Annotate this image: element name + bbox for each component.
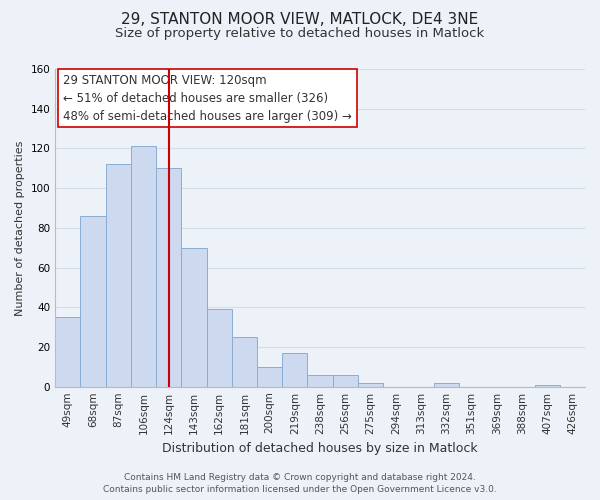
Bar [181, 248, 206, 386]
Bar [131, 146, 156, 386]
Bar [282, 353, 307, 386]
Bar [106, 164, 131, 386]
X-axis label: Distribution of detached houses by size in Matlock: Distribution of detached houses by size … [162, 442, 478, 455]
Bar [55, 317, 80, 386]
Bar [358, 382, 383, 386]
Bar [80, 216, 106, 386]
Text: Size of property relative to detached houses in Matlock: Size of property relative to detached ho… [115, 28, 485, 40]
Bar [206, 309, 232, 386]
Bar [307, 375, 332, 386]
Text: Contains HM Land Registry data © Crown copyright and database right 2024.
Contai: Contains HM Land Registry data © Crown c… [103, 472, 497, 494]
Text: 29 STANTON MOOR VIEW: 120sqm
← 51% of detached houses are smaller (326)
48% of s: 29 STANTON MOOR VIEW: 120sqm ← 51% of de… [63, 74, 352, 123]
Bar [535, 384, 560, 386]
Bar [332, 375, 358, 386]
Bar [156, 168, 181, 386]
Bar [434, 382, 459, 386]
Bar [232, 337, 257, 386]
Y-axis label: Number of detached properties: Number of detached properties [15, 140, 25, 316]
Text: 29, STANTON MOOR VIEW, MATLOCK, DE4 3NE: 29, STANTON MOOR VIEW, MATLOCK, DE4 3NE [121, 12, 479, 28]
Bar [257, 367, 282, 386]
